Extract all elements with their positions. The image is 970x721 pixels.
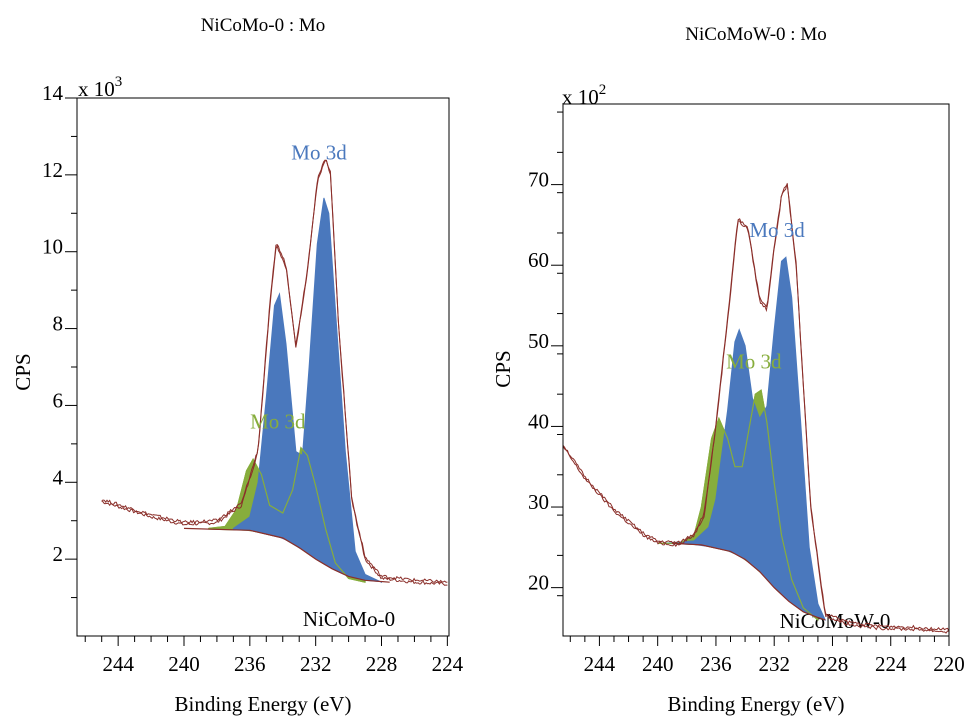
x-tick-label: 224 xyxy=(432,652,464,676)
peak-label: Mo 3d xyxy=(291,141,347,165)
y-tick-label: 6 xyxy=(53,388,64,412)
peak-blue xyxy=(664,256,827,621)
chart-panel-nicomow: NiCoMoW-0 : Mo CPS Binding Energy (eV) x… xyxy=(491,24,965,716)
chart-axes: 244 240 236 232 228 224 2 4 6 8 10 12 14 xyxy=(42,81,464,676)
chart-title: NiCoMo-0 : Mo xyxy=(201,15,326,36)
x-tick-label: 244 xyxy=(584,652,616,676)
y-tick-label: 12 xyxy=(42,158,63,182)
peak-blue xyxy=(232,197,382,583)
y-tick-label: 60 xyxy=(528,248,549,272)
background-line xyxy=(183,527,390,583)
peak-green-outline xyxy=(208,446,366,583)
y-tick-label: 40 xyxy=(528,409,549,433)
y-axis-label: CPS xyxy=(491,350,515,387)
y-tick-label: 50 xyxy=(528,329,549,353)
chart-axes: 244 240 236 232 228 224 220 20 30 40 50 60 70 xyxy=(528,103,965,676)
x-tick-label: 236 xyxy=(700,652,732,676)
x-tick-label: 244 xyxy=(102,652,134,676)
x-tick-label: 240 xyxy=(642,652,674,676)
x-axis-label: Binding Energy (eV) xyxy=(668,692,845,716)
x-tick-label: 232 xyxy=(758,652,790,676)
envelope-line xyxy=(562,182,950,632)
chart-panel-nicomo: NiCoMo-0 : Mo CPS Binding Energy (eV) x … xyxy=(11,15,464,716)
x-tick-label: 240 xyxy=(168,652,200,676)
x-tick-label: 228 xyxy=(366,652,398,676)
y-multiplier: x 102 xyxy=(562,82,606,109)
x-tick-label: 224 xyxy=(875,652,907,676)
plot-frame xyxy=(76,97,450,637)
y-multiplier-exponent: 3 xyxy=(115,74,123,90)
y-tick-label: 30 xyxy=(528,490,549,514)
chart-marks: Mo 3d Mo 3d xyxy=(101,141,448,586)
y-axis-label: CPS xyxy=(11,353,35,390)
background-line xyxy=(672,542,826,621)
sample-label: NiCoMo-0 xyxy=(303,607,395,631)
y-multiplier: x 103 xyxy=(78,74,122,101)
chart-marks: Mo 3d Mo 3d xyxy=(562,182,950,634)
y-multiplier-exponent: 2 xyxy=(599,82,607,98)
x-axis-label: Binding Energy (eV) xyxy=(175,692,352,716)
chart-title: NiCoMoW-0 : Mo xyxy=(685,24,826,45)
y-tick-label: 20 xyxy=(528,571,549,595)
peak-label: Mo 3d xyxy=(250,410,306,434)
sample-label: NiCoMoW-0 xyxy=(780,609,891,633)
x-tick-label: 220 xyxy=(933,652,965,676)
envelope-line xyxy=(101,159,448,584)
y-tick-label: 8 xyxy=(53,312,64,336)
plot-frame xyxy=(562,103,950,637)
x-tick-label: 236 xyxy=(234,652,266,676)
y-tick-label: 2 xyxy=(53,542,64,566)
y-tick-label: 70 xyxy=(528,168,549,192)
x-tick-label: 228 xyxy=(817,652,849,676)
y-tick-label: 14 xyxy=(42,81,64,105)
y-tick-label: 4 xyxy=(53,465,64,489)
peak-label: Mo 3d xyxy=(726,349,782,373)
peak-label: Mo 3d xyxy=(749,218,805,242)
y-tick-label: 10 xyxy=(42,235,63,259)
x-tick-label: 232 xyxy=(300,652,332,676)
peak-green-outline xyxy=(657,389,819,621)
